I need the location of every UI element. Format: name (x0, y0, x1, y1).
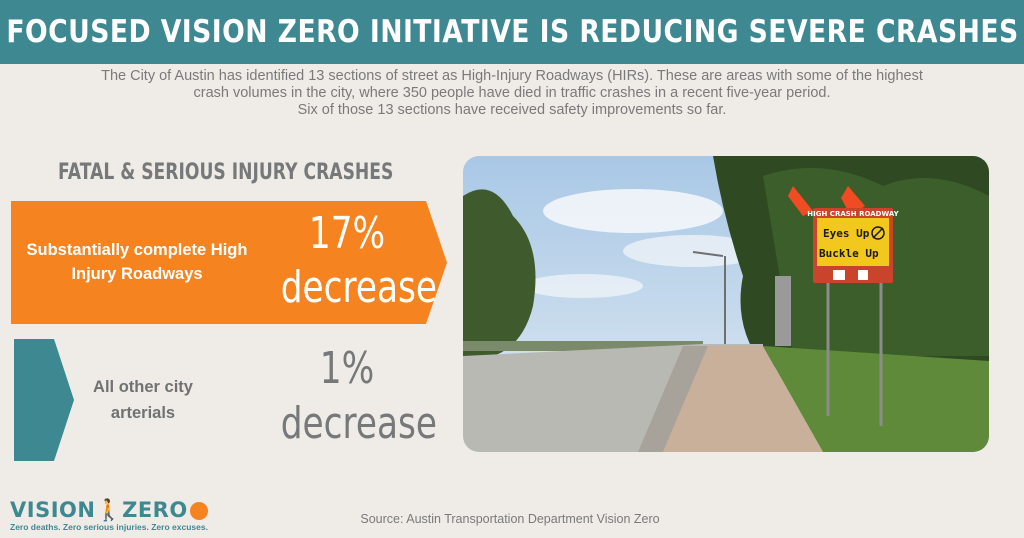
hir-stat-label: Substantially complete High Injury Roadw… (26, 241, 248, 283)
other-stat-label: All other city arterials (93, 378, 193, 422)
hir-stat-value: 17% (308, 208, 386, 259)
hir-stat-change: decrease (280, 262, 437, 313)
no-phone-icon (871, 226, 885, 240)
logo-wordmark: VISION🚶ZERO (10, 498, 208, 523)
bicycle-icon (189, 502, 208, 520)
source-credit: Source: Austin Transportation Department… (360, 512, 660, 526)
page-title: FOCUSED VISION ZERO INITIATIVE IS REDUCI… (5, 14, 1019, 50)
sign-header: HIGH CRASH ROADWAY (807, 210, 899, 218)
hir-stat-band (11, 201, 447, 324)
other-stat-value: 1% (319, 343, 375, 394)
road-photo: HIGH CRASH ROADWAY Eyes Up Buckle Up (463, 156, 989, 452)
pedestrian-icon: 🚶 (95, 498, 123, 522)
intro-text: The City of Austin has identified 13 sec… (30, 68, 994, 119)
intro-line: crash volumes in the city, where 350 peo… (193, 85, 831, 101)
logo-tagline: Zero deaths. Zero serious injuries. Zero… (10, 522, 208, 532)
sign-line-2: Buckle Up (819, 247, 879, 260)
intro-line: Six of those 13 sections have received s… (297, 102, 727, 118)
logo-word-zero: ZERO (122, 498, 188, 522)
logo-word-vision: VISION (10, 498, 96, 522)
intro-line: The City of Austin has identified 13 sec… (101, 68, 923, 84)
other-stat-change: decrease (280, 398, 437, 449)
vision-zero-logo: VISION🚶ZERO Zero deaths. Zero serious in… (10, 498, 220, 534)
sign-line-1: Eyes Up (823, 227, 870, 240)
chevron-arrow-icon (14, 339, 74, 461)
stats-title: FATAL & SERIOUS INJURY CRASHES (58, 160, 394, 185)
header-banner: FOCUSED VISION ZERO INITIATIVE IS REDUCI… (0, 0, 1024, 64)
road-photo-illustration: HIGH CRASH ROADWAY Eyes Up Buckle Up (463, 156, 989, 452)
